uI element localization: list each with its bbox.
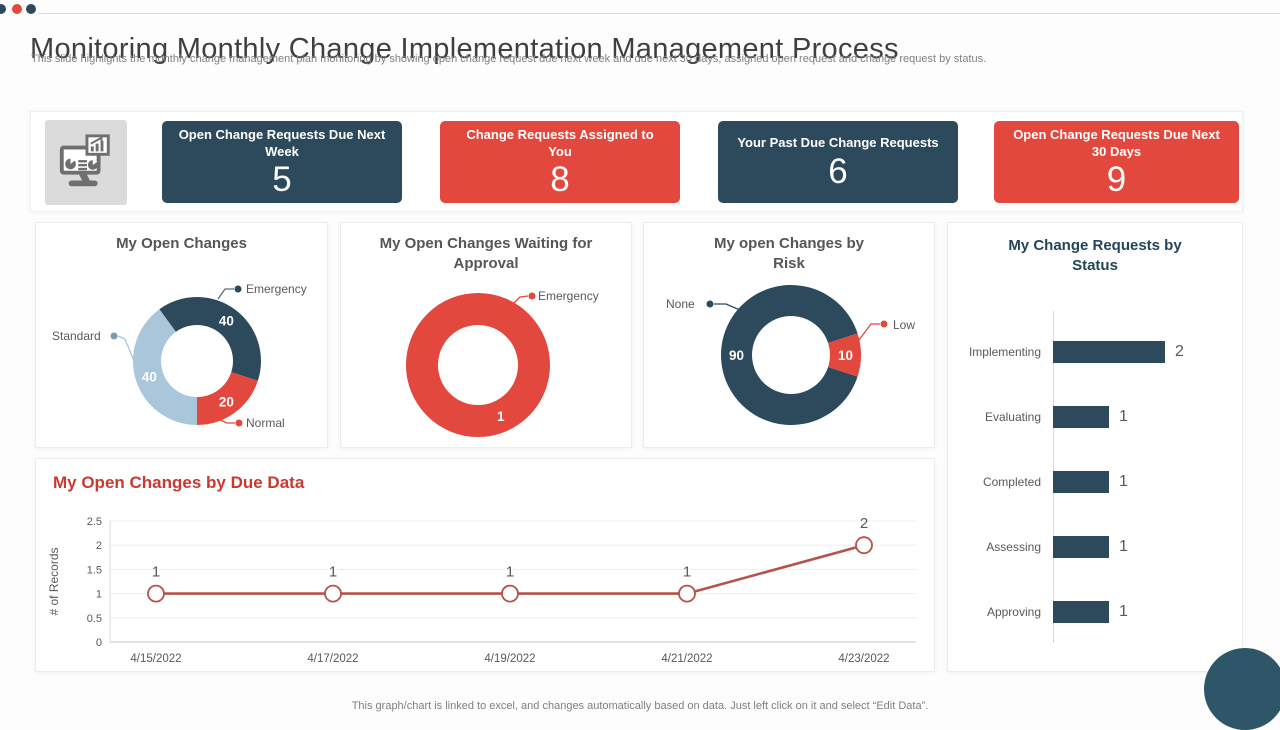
bar-category-label: Approving — [986, 604, 1041, 619]
donut-slice — [721, 285, 858, 425]
bar — [1053, 340, 1165, 363]
kpi-label: Change Requests Assigned to You — [466, 126, 654, 159]
bar-row: Approving 1 — [948, 579, 1242, 644]
chart-panel-waiting-approval[interactable]: My Open Changes Waiting for Approval 1 E… — [340, 222, 632, 448]
kpi-label: Open Change Requests Due Next Week — [178, 126, 386, 159]
bar-value-label: 1 — [1119, 537, 1128, 555]
bar-row: Evaluating 1 — [948, 384, 1242, 449]
kpi-card-assigned-to-you[interactable]: Change Requests Assigned to You 8 — [440, 121, 680, 203]
chart-title: My Open Changes by Due Data — [53, 473, 305, 492]
chart-panel-by-status[interactable]: My Change Requests by Status Implementin… — [947, 222, 1243, 672]
bar-category-label: Evaluating — [984, 409, 1041, 424]
donut-slice — [159, 297, 261, 381]
y-tick-label: 2 — [96, 540, 102, 552]
chart-title: My Open Changes Waiting for Approval — [379, 235, 593, 272]
y-axis-title: # of Records — [47, 547, 61, 615]
bar — [1053, 470, 1109, 493]
data-point-marker — [678, 584, 696, 603]
data-point-label: 2 — [860, 515, 868, 532]
slice-label-none: None — [666, 297, 695, 311]
chart-title: My Change Requests by Status — [1008, 237, 1182, 275]
donut-slice — [828, 333, 861, 377]
data-point-label: 1 — [329, 564, 337, 581]
kpi-card-due-next-week[interactable]: Open Change Requests Due Next Week 5 — [162, 121, 402, 203]
kpi-value: 6 — [828, 151, 848, 191]
y-tick-label: 2.5 — [87, 516, 102, 528]
kpi-label: Your Past Due Change Requests — [737, 135, 939, 151]
slice-label-emergency: Emergency — [246, 282, 307, 296]
dashboard-monitor-icon — [45, 120, 127, 205]
bar — [1053, 405, 1109, 428]
bar-value-label: 2 — [1175, 342, 1184, 360]
data-point-marker — [855, 536, 873, 555]
kpi-value: 8 — [550, 160, 570, 200]
bar-value-label: 1 — [1119, 602, 1128, 620]
donut-chart: 90 10 — [721, 285, 861, 425]
donut-slice — [406, 293, 550, 437]
page-subtitle: This slide highlights the monthly change… — [31, 53, 987, 65]
chart-panel-by-due-date[interactable]: My Open Changes by Due Data 0 0.5 1 1.5 2 2.5… — [35, 458, 935, 672]
bar-value-label: 1 — [1119, 472, 1128, 490]
bar-category-label: Implementing — [968, 344, 1041, 359]
corner-accent-circle — [1204, 648, 1280, 730]
chart-panel-my-open-changes[interactable]: My Open Changes 40 20 40 Emergency Standar… — [35, 222, 328, 448]
x-tick-label: 4/15/2022 — [130, 653, 181, 665]
chart-title: My Open Changes — [116, 235, 247, 252]
donut-value-label: 20 — [219, 394, 234, 409]
kpi-card-due-30-days[interactable]: Open Change Requests Due Next 30 Days 9 — [994, 121, 1239, 203]
y-tick-label: 0.5 — [87, 613, 102, 625]
donut-slice — [133, 309, 197, 425]
bar-row: Assessing 1 — [948, 514, 1242, 579]
bar-chart-plot: Implementing 2 Evaluating 1 Completed 1 Assess… — [948, 319, 1242, 644]
data-point-marker — [501, 584, 519, 603]
data-point-label: 1 — [506, 564, 514, 581]
donut-value-label: 40 — [142, 369, 157, 384]
y-tick-label: 0 — [96, 637, 102, 649]
bar — [1053, 600, 1109, 623]
donut-chart: 40 20 40 — [133, 297, 261, 425]
kpi-card-past-due[interactable]: Your Past Due Change Requests 6 — [718, 121, 958, 203]
chart-title: My open Changes by Risk — [713, 235, 865, 272]
donut-value-label: 10 — [838, 348, 853, 363]
bar-category-label: Assessing — [986, 539, 1041, 554]
header-rule — [38, 13, 1280, 14]
data-point-label: 1 — [683, 564, 691, 581]
kpi-value: 5 — [272, 160, 292, 200]
x-tick-label: 4/19/2022 — [484, 653, 535, 665]
chart-panel-by-risk[interactable]: My open Changes by Risk 90 10 None Low — [643, 222, 935, 448]
data-point-marker — [324, 584, 342, 603]
accent-dot-red — [12, 4, 22, 14]
kpi-row: Open Change Requests Due Next Week 5 Cha… — [30, 111, 1243, 212]
donut-slice — [197, 372, 258, 425]
slice-label-emergency: Emergency — [538, 289, 599, 303]
data-point-label: 1 — [152, 564, 160, 581]
donut-value-label: 40 — [219, 314, 234, 329]
bar — [1053, 535, 1109, 558]
x-tick-label: 4/23/2022 — [838, 653, 889, 665]
donut-value-label: 90 — [729, 348, 744, 363]
line-chart: 0 0.5 1 1.5 2 2.5 # of Records 1 4/15/2022 1 4/17/… — [47, 515, 916, 665]
slice-label-normal: Normal — [246, 416, 285, 430]
footer-note: This graph/chart is linked to excel, and… — [351, 700, 929, 712]
donut-chart: 1 — [406, 293, 550, 437]
donut-value-label: 1 — [497, 409, 505, 424]
accent-dot-navy — [26, 4, 36, 14]
bar-row: Completed 1 — [948, 449, 1242, 514]
slice-label-standard: Standard — [52, 329, 101, 343]
y-tick-label: 1.5 — [87, 564, 102, 576]
kpi-label: Open Change Requests Due Next 30 Days — [1013, 126, 1220, 159]
data-point-marker — [147, 584, 165, 603]
x-tick-label: 4/17/2022 — [307, 653, 358, 665]
bar-row: Implementing 2 — [948, 319, 1242, 384]
bar-category-label: Completed — [982, 474, 1041, 489]
kpi-value: 9 — [1106, 160, 1127, 200]
x-tick-label: 4/21/2022 — [661, 653, 712, 665]
accent-dot-navy — [0, 4, 6, 14]
page-title: Monitoring Monthly Change Implementation… — [30, 33, 899, 66]
y-tick-label: 1 — [96, 589, 102, 601]
slice-label-low: Low — [893, 318, 916, 332]
bar-value-label: 1 — [1119, 407, 1128, 425]
